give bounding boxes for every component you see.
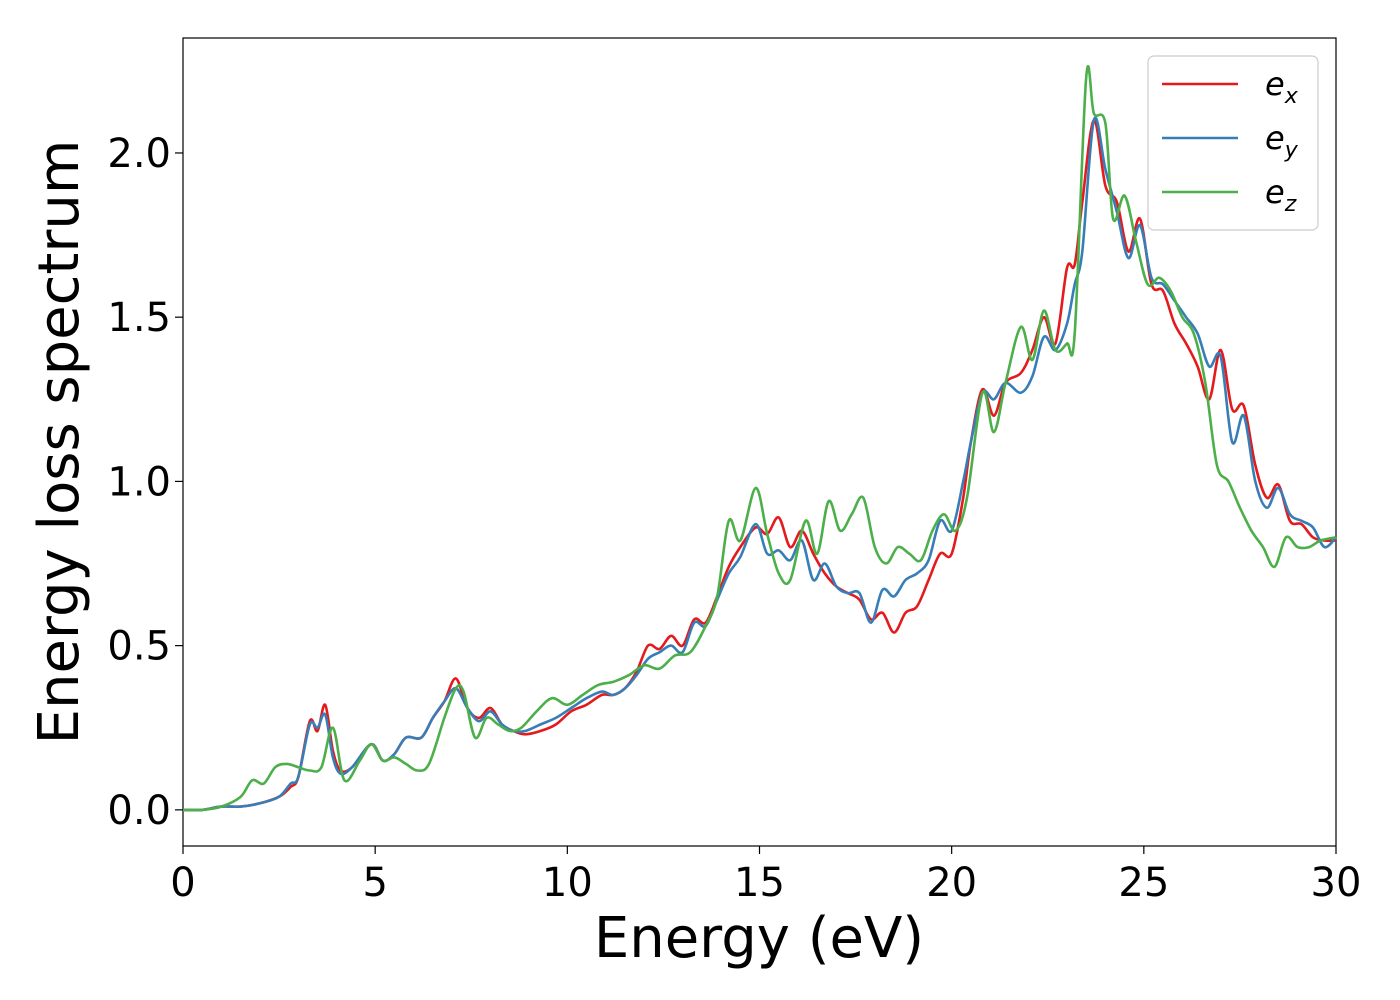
legend-label-ey: ey [1265, 119, 1299, 163]
x-tick-label: 20 [926, 860, 977, 906]
series-line-ez [182, 65, 1337, 812]
x-axis-ticks: 0 5 10 15 20 25 30 [170, 846, 1361, 906]
legend-label-ex: ex [1265, 65, 1299, 109]
y-axis-ticks: 0.0 0.5 1.0 1.5 2.0 [107, 131, 183, 834]
series-line-ey [182, 116, 1337, 812]
series-lines [182, 65, 1337, 812]
x-tick-label: 15 [734, 860, 785, 906]
x-tick-label: 0 [170, 860, 195, 906]
x-tick-label: 25 [1118, 860, 1169, 906]
y-tick-label: 0.0 [107, 788, 171, 834]
y-axis-label: Energy loss spectrum [27, 140, 92, 745]
y-tick-label: 2.0 [107, 131, 171, 177]
y-tick-label: 1.0 [107, 459, 171, 505]
x-axis-label: Energy (eV) [594, 906, 924, 971]
x-tick-label: 30 [1311, 860, 1362, 906]
y-tick-label: 1.5 [107, 295, 171, 341]
y-tick-label: 0.5 [107, 624, 171, 670]
x-tick-label: 10 [542, 860, 593, 906]
x-tick-label: 5 [362, 860, 387, 906]
legend-box [1147, 55, 1319, 231]
